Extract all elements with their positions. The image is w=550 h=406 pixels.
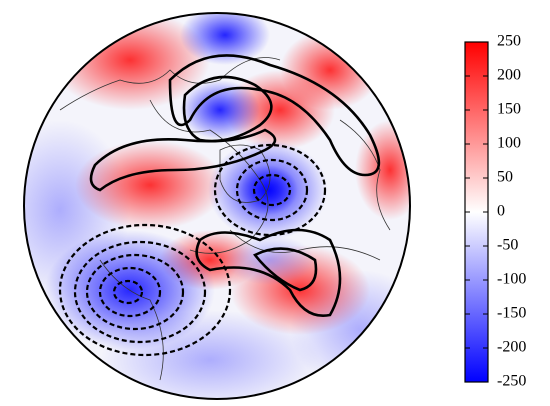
colorbar-tick-label: 150 (497, 101, 521, 118)
map-boundary (23, 12, 411, 400)
negative-contours (58, 143, 327, 357)
colorbar-tick-label: -150 (497, 305, 526, 322)
coastlines (59, 57, 391, 381)
colorbar-tick-label: 50 (497, 169, 513, 186)
colorbar-tick-label: 100 (497, 135, 521, 152)
colorbar-tick-label: -250 (497, 373, 526, 390)
positive-contours (89, 54, 381, 318)
colorbar-tick-label: 250 (497, 33, 521, 50)
map-field (24, 13, 410, 399)
colorbar-tick-label: 200 (497, 67, 521, 84)
colorbar-tick-label: -200 (497, 339, 526, 356)
colorbar-tick-label: -50 (497, 237, 518, 254)
colorbar-tick-label: 0 (497, 203, 505, 220)
colorbar-tick-label: -100 (497, 271, 526, 288)
